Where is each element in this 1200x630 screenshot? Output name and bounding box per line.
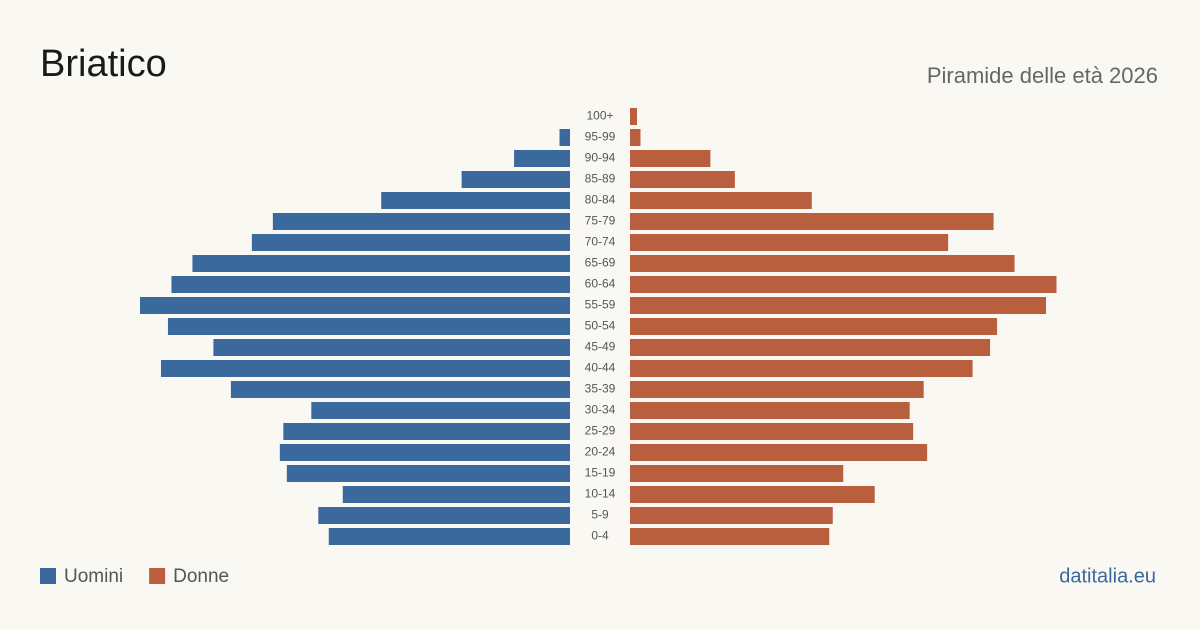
bar [286,465,570,482]
age-label: 60-64 [585,277,616,291]
bar [630,192,812,209]
bar [192,255,570,272]
age-label: 95-99 [585,130,616,144]
bar [630,129,641,146]
bar [342,486,570,503]
age-label: 65-69 [585,256,616,270]
bar [630,150,711,167]
age-label: 75-79 [585,214,616,228]
age-label: 40-44 [585,361,616,375]
age-label: 70-74 [585,235,616,249]
bar [630,381,924,398]
chart-title: Briatico [40,43,167,85]
bar [171,276,570,293]
bar [630,171,735,188]
age-label: 35-39 [585,382,616,396]
legend-label: Uomini [64,566,123,587]
age-label: 80-84 [585,193,616,207]
age-label: 30-34 [585,403,616,417]
bar [283,423,570,440]
bar [630,318,998,335]
legend-label: Donne [173,566,229,587]
bar [167,318,571,335]
bar [140,297,570,314]
bar [630,528,830,545]
chart-subtitle: Piramide delle età 2026 [927,63,1158,88]
age-label: 85-89 [585,172,616,186]
age-label: 5-9 [591,508,609,522]
bar [251,234,570,251]
bar [630,255,1015,272]
bar [272,213,570,230]
bar [630,360,973,377]
legend-swatch [149,568,166,584]
bar [630,486,875,503]
age-label: 25-29 [585,424,616,438]
bar [213,339,571,356]
age-label: 0-4 [591,529,609,543]
age-label: 10-14 [585,487,616,501]
legend-swatch [40,568,56,584]
bar [328,528,570,545]
age-label: 100+ [586,109,613,123]
bar [630,465,844,482]
bar [381,192,570,209]
age-label: 45-49 [585,340,616,354]
age-label: 55-59 [585,298,616,312]
bar [630,234,949,251]
bar [630,297,1047,314]
bar [630,108,637,125]
age-label: 20-24 [585,445,616,459]
bar [311,402,570,419]
bar [318,507,570,524]
bar [630,276,1057,293]
bar [559,129,570,146]
bar [630,402,910,419]
source: datitalia.eu [1059,565,1156,587]
bar [630,339,991,356]
bar [461,171,570,188]
bar [630,423,914,440]
bar [514,150,570,167]
age-label: 90-94 [585,151,616,165]
bar [630,213,994,230]
bar [630,444,928,461]
bar [630,507,833,524]
age-label: 15-19 [585,466,616,480]
bar [230,381,571,398]
age-label: 50-54 [585,319,616,333]
bar [279,444,570,461]
bar [160,360,570,377]
